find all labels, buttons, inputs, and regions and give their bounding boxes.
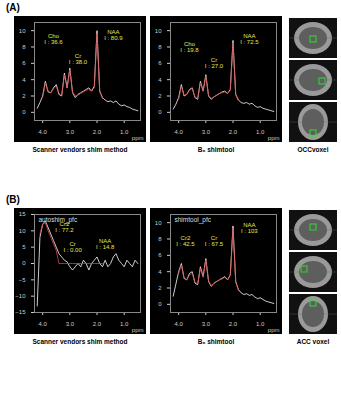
svg-text:0: 0 bbox=[22, 109, 26, 115]
svg-text:Cr2I : 77.2: Cr2I : 77.2 bbox=[55, 221, 74, 233]
svg-text:10: 10 bbox=[19, 28, 26, 34]
svg-text:2.0: 2.0 bbox=[229, 129, 238, 135]
svg-text:4.0: 4.0 bbox=[38, 321, 47, 327]
svg-text:1.0: 1.0 bbox=[256, 321, 265, 327]
svg-text:8: 8 bbox=[22, 44, 26, 50]
svg-text:6: 6 bbox=[158, 252, 162, 258]
svg-text:1.0: 1.0 bbox=[120, 321, 129, 327]
svg-text:0: 0 bbox=[158, 109, 162, 115]
svg-text:Cr2I : 42.5: Cr2I : 42.5 bbox=[176, 235, 195, 247]
html-text:ACC voxel: ACC voxel bbox=[296, 338, 330, 345]
svg-text:4: 4 bbox=[22, 77, 26, 83]
svg-text:2.0: 2.0 bbox=[93, 129, 102, 135]
svg-text:10: 10 bbox=[155, 28, 162, 34]
svg-text:10: 10 bbox=[19, 228, 26, 234]
svg-text:CrI : 27.0: CrI : 27.0 bbox=[205, 57, 224, 69]
svg-text:4.0: 4.0 bbox=[174, 129, 183, 135]
svg-text:shimtool_pfc: shimtool_pfc bbox=[175, 216, 212, 224]
html-text:(A): (A) bbox=[6, 2, 20, 13]
html-text:Scanner vendors shim method: Scanner vendors shim method bbox=[32, 146, 128, 153]
svg-text:NAAI : 103: NAAI : 103 bbox=[241, 222, 258, 234]
svg-text:4: 4 bbox=[158, 77, 162, 83]
svg-text:2: 2 bbox=[158, 93, 162, 99]
svg-text:2: 2 bbox=[22, 93, 26, 99]
svg-text:5: 5 bbox=[22, 244, 26, 250]
svg-text:4.0: 4.0 bbox=[174, 321, 183, 327]
svg-text:−10: −10 bbox=[15, 293, 26, 299]
svg-text:0: 0 bbox=[22, 260, 26, 266]
svg-text:NAAI : 72.5: NAAI : 72.5 bbox=[240, 33, 259, 45]
svg-text:CrI : 0.00: CrI : 0.00 bbox=[63, 241, 82, 253]
svg-text:ppm: ppm bbox=[268, 327, 280, 333]
svg-text:ppm: ppm bbox=[268, 135, 280, 141]
svg-text:2.0: 2.0 bbox=[229, 321, 238, 327]
svg-text:CrI : 38.0: CrI : 38.0 bbox=[69, 53, 88, 65]
svg-text:6: 6 bbox=[158, 60, 162, 66]
svg-text:2: 2 bbox=[158, 285, 162, 291]
svg-text:autoshim_pfc: autoshim_pfc bbox=[39, 216, 78, 224]
svg-text:8: 8 bbox=[158, 236, 162, 242]
html-text:(B): (B) bbox=[6, 194, 20, 205]
svg-text:−15: −15 bbox=[15, 309, 26, 315]
svg-text:−5: −5 bbox=[19, 277, 27, 283]
svg-text:8: 8 bbox=[158, 44, 162, 50]
html-text:Scanner vendors shim method: Scanner vendors shim method bbox=[32, 338, 128, 345]
svg-text:15: 15 bbox=[19, 211, 26, 217]
svg-text:3.0: 3.0 bbox=[202, 129, 211, 135]
svg-text:3.0: 3.0 bbox=[66, 129, 75, 135]
svg-text:1.0: 1.0 bbox=[120, 129, 129, 135]
svg-text:2.0: 2.0 bbox=[93, 321, 102, 327]
svg-text:ppm: ppm bbox=[132, 135, 144, 141]
svg-text:ppm: ppm bbox=[132, 327, 144, 333]
svg-text:6: 6 bbox=[22, 60, 26, 66]
svg-text:1.0: 1.0 bbox=[256, 129, 265, 135]
svg-text:NAAI : 80.9: NAAI : 80.9 bbox=[104, 29, 123, 41]
svg-text:ChoI : 36.6: ChoI : 36.6 bbox=[44, 33, 63, 45]
svg-text:10: 10 bbox=[155, 220, 162, 226]
html-text:B₀ shimtool: B₀ shimtool bbox=[197, 146, 235, 153]
svg-text:0: 0 bbox=[158, 301, 162, 307]
html-text:B₀ shimtool: B₀ shimtool bbox=[197, 338, 235, 345]
svg-text:3.0: 3.0 bbox=[202, 321, 211, 327]
html-text:OCCvoxel: OCCvoxel bbox=[297, 146, 329, 153]
svg-text:4.0: 4.0 bbox=[38, 129, 47, 135]
svg-text:ChoI : 19.8: ChoI : 19.8 bbox=[180, 41, 199, 53]
svg-text:4: 4 bbox=[158, 269, 162, 275]
svg-text:3.0: 3.0 bbox=[66, 321, 75, 327]
svg-text:NAAI : 14.8: NAAI : 14.8 bbox=[96, 238, 115, 250]
svg-text:CrI : 67.5: CrI : 67.5 bbox=[205, 235, 224, 247]
